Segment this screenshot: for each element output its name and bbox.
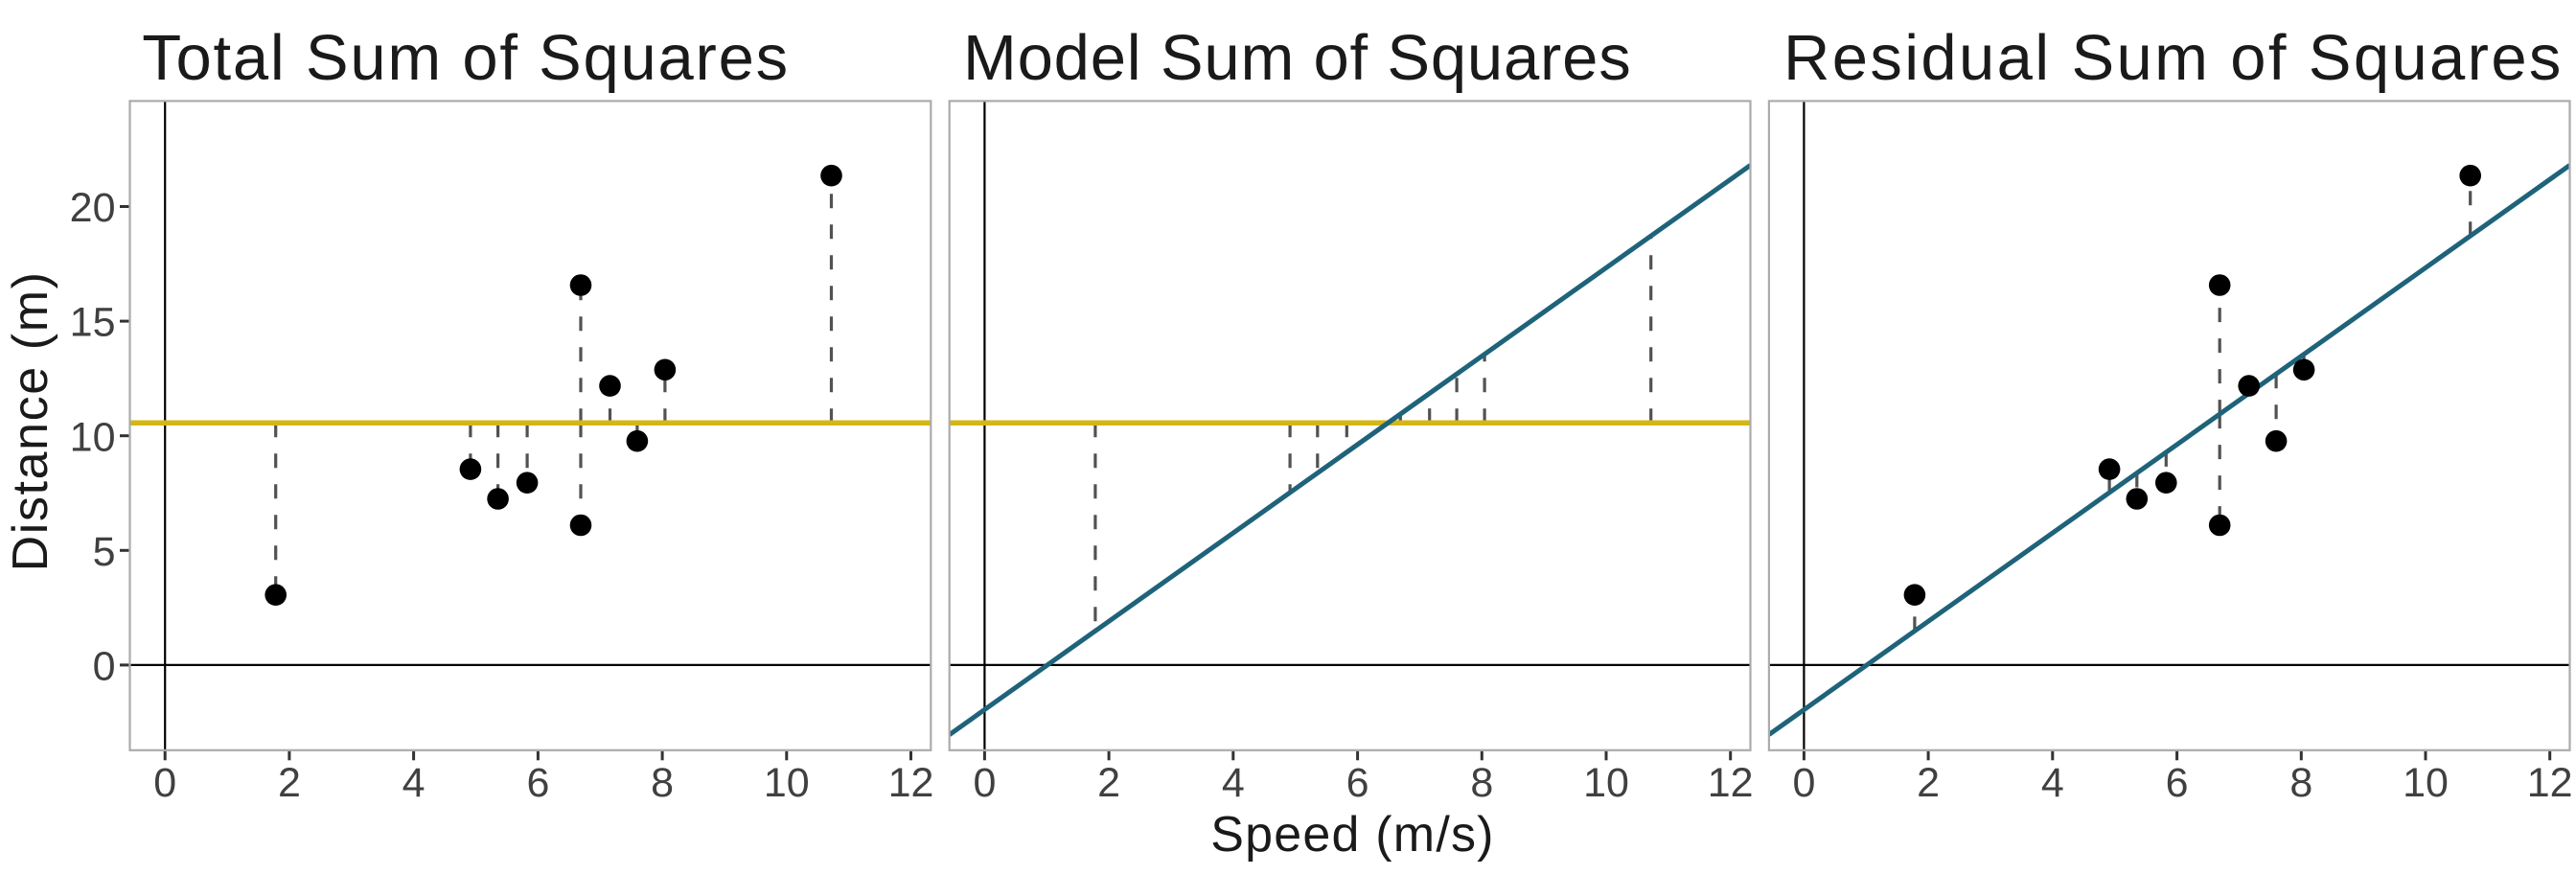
svg-text:Distance (m): Distance (m): [3, 270, 58, 571]
svg-text:0: 0: [93, 644, 116, 690]
svg-text:2: 2: [1097, 760, 1120, 806]
svg-text:2: 2: [1917, 760, 1940, 806]
svg-text:Total Sum of Squares: Total Sum of Squares: [142, 22, 790, 94]
svg-text:4: 4: [1222, 760, 1245, 806]
svg-text:15: 15: [70, 300, 116, 346]
svg-text:Model Sum of Squares: Model Sum of Squares: [963, 22, 1632, 94]
svg-text:8: 8: [2289, 760, 2312, 806]
svg-text:4: 4: [402, 760, 426, 806]
svg-text:20: 20: [70, 185, 116, 231]
svg-text:12: 12: [2527, 760, 2573, 806]
svg-text:0: 0: [973, 760, 996, 806]
svg-text:4: 4: [2041, 760, 2064, 806]
svg-text:5: 5: [93, 529, 116, 575]
svg-text:Residual Sum of Squares: Residual Sum of Squares: [1783, 22, 2564, 94]
svg-text:10: 10: [70, 414, 116, 460]
svg-text:6: 6: [1346, 760, 1369, 806]
svg-text:12: 12: [1708, 760, 1754, 806]
svg-text:12: 12: [888, 760, 934, 806]
svg-text:10: 10: [2403, 760, 2449, 806]
svg-text:10: 10: [1583, 760, 1629, 806]
svg-text:Speed (m/s): Speed (m/s): [1210, 807, 1494, 863]
svg-text:6: 6: [2166, 760, 2189, 806]
svg-text:2: 2: [278, 760, 301, 806]
svg-text:0: 0: [1792, 760, 1815, 806]
svg-text:10: 10: [764, 760, 810, 806]
svg-text:0: 0: [153, 760, 176, 806]
svg-text:6: 6: [526, 760, 549, 806]
svg-text:8: 8: [1470, 760, 1493, 806]
svg-text:8: 8: [651, 760, 674, 806]
